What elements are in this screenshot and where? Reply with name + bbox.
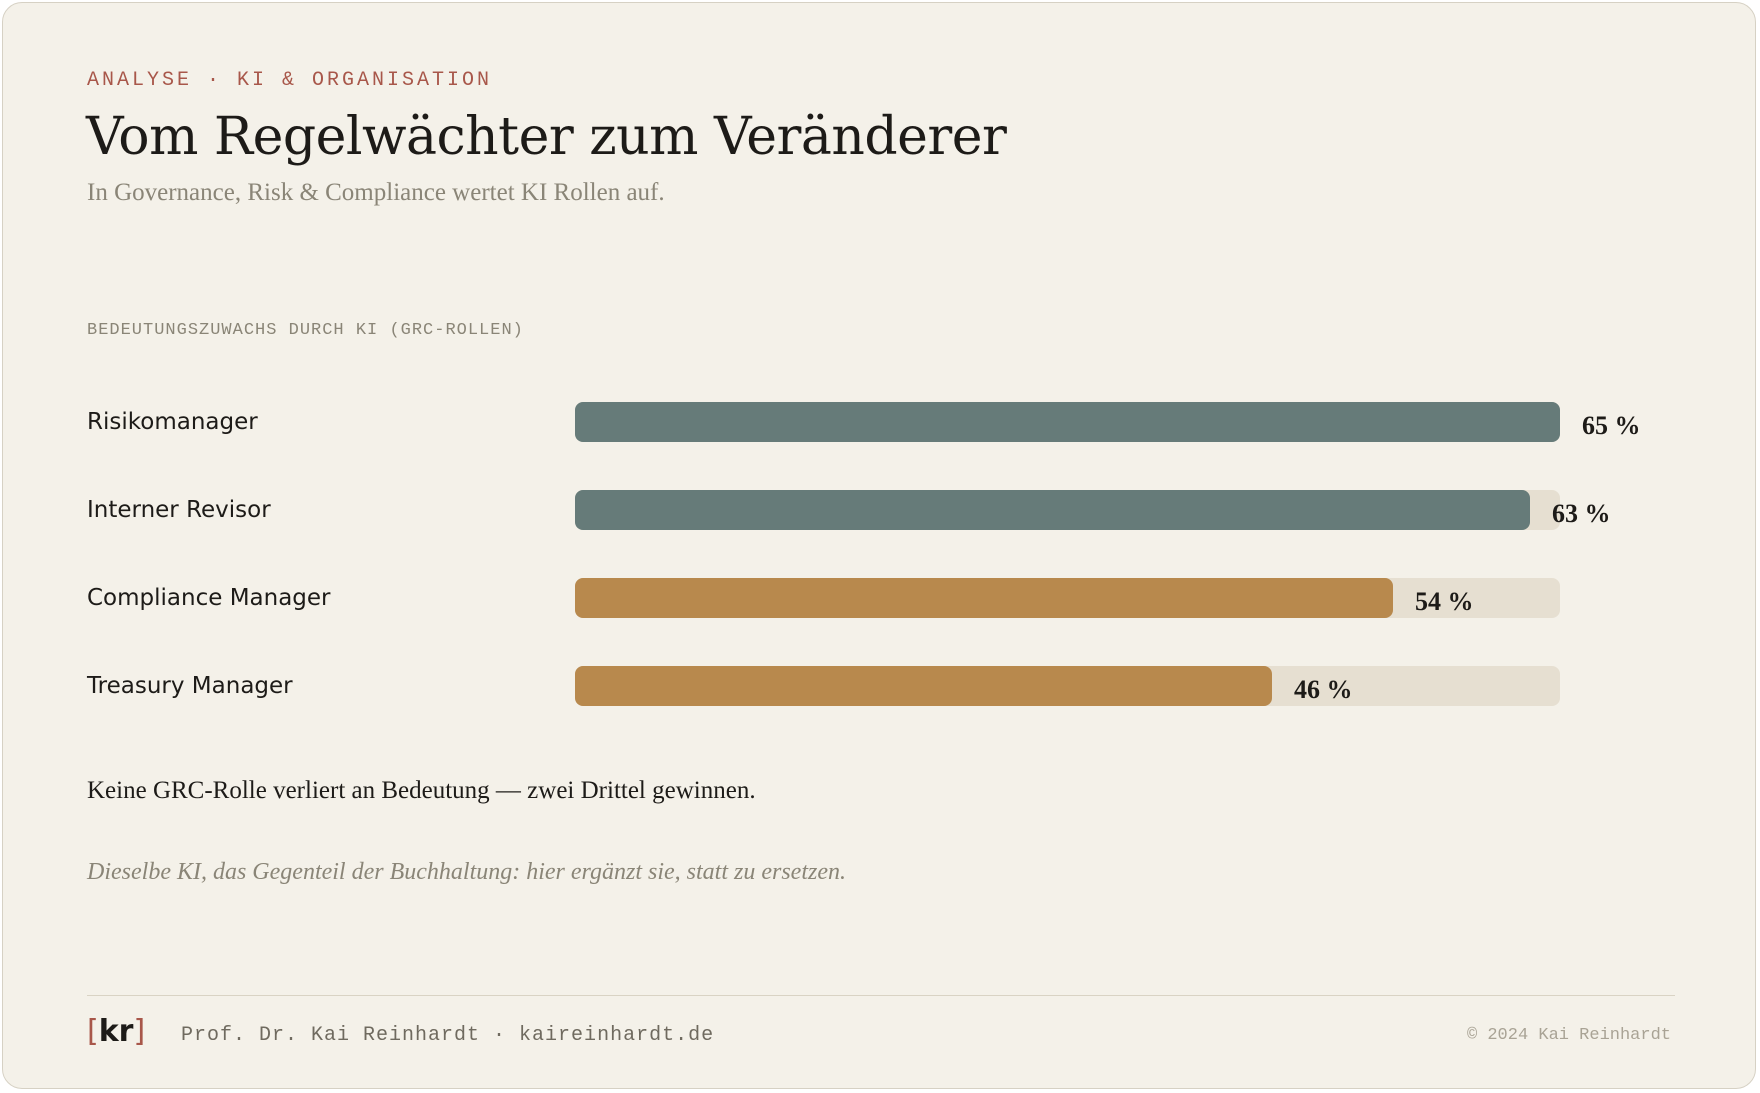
logo-bracket-open: [ — [87, 1014, 99, 1049]
bar — [575, 490, 1530, 530]
bar-value-label: 46 % — [1294, 675, 1353, 704]
bar — [575, 666, 1272, 706]
author-byline: Prof. Dr. Kai Reinhardt · kaireinhardt.d… — [181, 1024, 715, 1047]
bar-track — [575, 578, 1560, 618]
bar-row: Compliance Manager 54 % — [3, 578, 1757, 622]
footer-divider — [87, 995, 1675, 996]
bar-category-label: Risikomanager — [87, 409, 258, 435]
bar-row: Interner Revisor 63 % — [3, 490, 1757, 534]
bar-value-label: 63 % — [1552, 499, 1611, 528]
brand-logo: [kr] — [87, 1014, 145, 1049]
bar-row: Treasury Manager 46 % — [3, 666, 1757, 710]
bar-value-label: 65 % — [1582, 411, 1641, 440]
bar — [575, 578, 1393, 618]
bar-category-label: Compliance Manager — [87, 585, 331, 611]
bar-category-label: Treasury Manager — [87, 673, 293, 699]
bar-value-label: 54 % — [1415, 587, 1474, 616]
bar-track — [575, 402, 1560, 442]
note-text: Dieselbe KI, das Gegenteil der Buchhaltu… — [87, 859, 846, 885]
bar — [575, 402, 1560, 442]
copyright: © 2024 Kai Reinhardt — [1466, 1026, 1671, 1045]
page-title: Vom Regelwächter zum Veränderer — [86, 107, 1007, 167]
bar-row: Risikomanager 65 % — [3, 402, 1757, 446]
logo-text: kr — [98, 1014, 134, 1049]
chart-title: BEDEUTUNGSZUWACHS DURCH KI (GRC-ROLLEN) — [87, 321, 524, 340]
bar-track — [575, 666, 1560, 706]
takeaway-text: Keine GRC-Rolle verliert an Bedeutung — … — [87, 777, 756, 804]
page-subtitle: In Governance, Risk & Compliance wertet … — [87, 179, 665, 206]
bar-category-label: Interner Revisor — [87, 497, 271, 523]
logo-bracket-close: ] — [133, 1014, 146, 1049]
eyebrow: ANALYSE · KI & ORGANISATION — [87, 69, 493, 92]
bar-track — [575, 490, 1560, 530]
